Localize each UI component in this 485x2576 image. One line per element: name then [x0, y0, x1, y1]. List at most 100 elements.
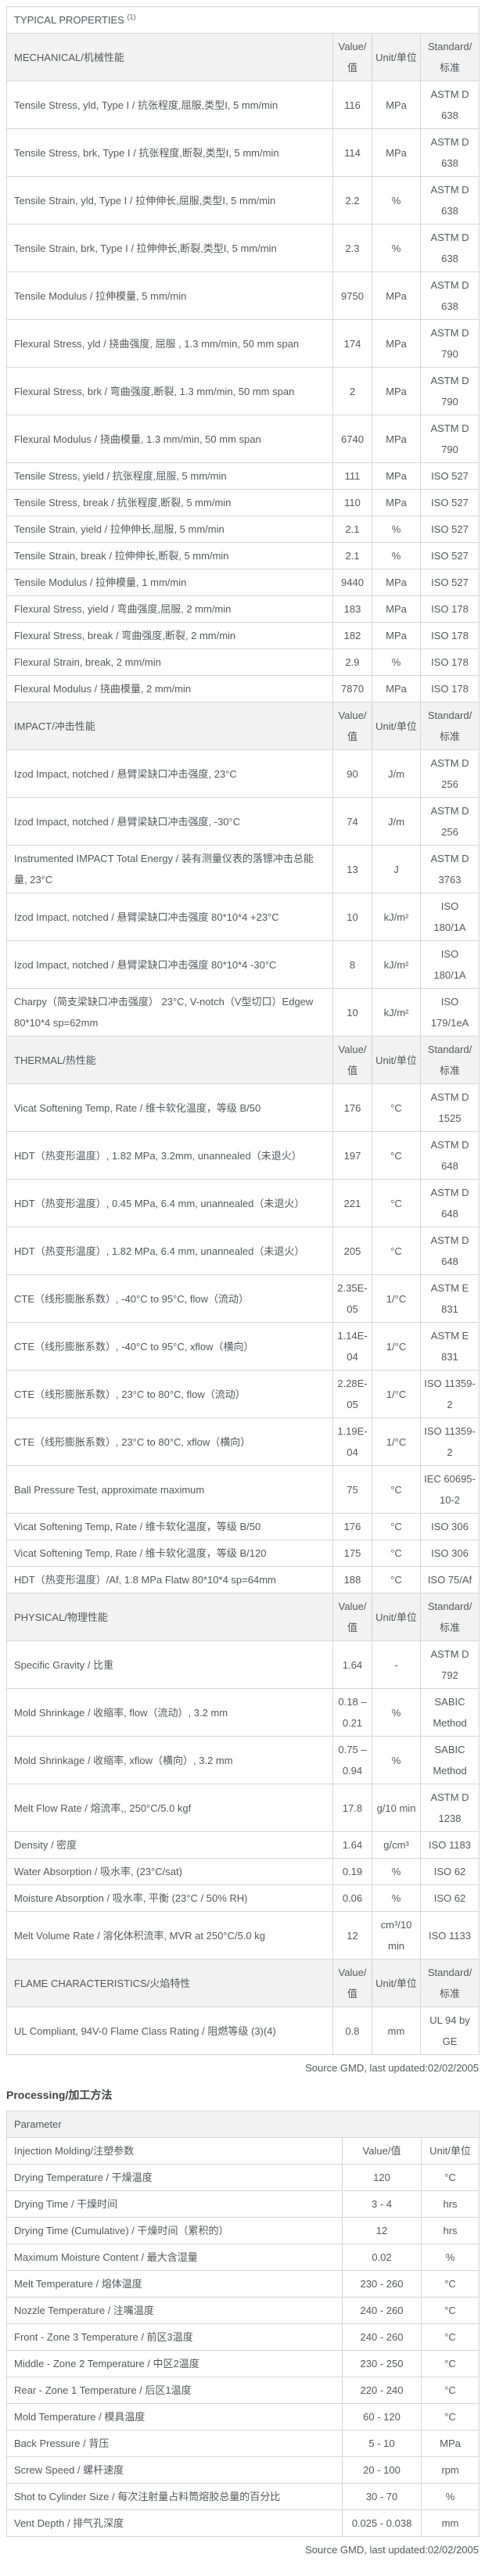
- property-unit: cm³/10 min: [372, 1911, 421, 1960]
- property-name: Vicat Softening Temp, Rate / 维卡软化温度，等级 B…: [6, 1083, 333, 1132]
- property-value: 174: [332, 319, 372, 368]
- property-unit: %: [372, 224, 421, 272]
- property-standard: SABIC Method: [420, 1736, 480, 1784]
- parameter-unit: °C: [420, 2403, 480, 2430]
- property-row: Vicat Softening Temp, Rate / 维卡软化温度，等级 B…: [6, 1083, 480, 1132]
- property-unit: MPa: [372, 81, 421, 129]
- property-value: 2.1: [332, 516, 372, 543]
- parameter-row: Drying Time / 干燥时间 3 - 4 hrs: [6, 2190, 480, 2218]
- property-value: 116: [332, 81, 372, 129]
- parameter-name: Shot to Cylinder Size / 每次注射量占料筒熔胶总量的百分比: [6, 2483, 343, 2510]
- property-name: Tensile Strain, brk, Type I / 拉伸伸长,断裂,类型…: [6, 224, 333, 272]
- property-name: Charpy（简支梁缺口冲击强度） 23°C, V-notch（V型切口）Edg…: [6, 988, 333, 1037]
- property-standard: ASTM D 648: [420, 1227, 480, 1275]
- parameter-name: Maximum Moisture Content / 最大含湿量: [6, 2244, 343, 2271]
- property-value: 7870: [332, 675, 372, 702]
- property-standard: ISO 1133: [420, 1911, 480, 1960]
- property-row: Flexural Stress, yield / 弯曲强度,屈服, 2 mm/m…: [6, 595, 480, 623]
- parameter-row: Mold Temperature / 模具温度 60 - 120 °C: [6, 2403, 480, 2430]
- property-name: CTE（线形膨胀系数）, -40°C to 95°C, flow（流动）: [6, 1274, 333, 1323]
- column-header-value: Value/值: [332, 1959, 372, 2007]
- property-value: 8: [332, 940, 372, 989]
- property-unit: 1/°C: [372, 1370, 421, 1418]
- processing-heading: Processing/加工方法: [6, 2089, 113, 2101]
- property-name: Flexural Strain, break, 2 mm/min: [6, 648, 333, 676]
- property-standard: ASTM D 638: [420, 128, 480, 177]
- parameter-value: 3 - 4: [342, 2190, 422, 2218]
- column-header-value: Value/值: [332, 33, 372, 81]
- column-header-unit: Unit/单位: [372, 33, 421, 81]
- property-value: 0.8: [332, 2007, 372, 2055]
- property-value: 13: [332, 845, 372, 893]
- property-unit: %: [372, 1858, 421, 1885]
- property-value: 176: [332, 1513, 372, 1540]
- property-name: Vicat Softening Temp, Rate / 维卡软化温度，等级 B…: [6, 1539, 333, 1567]
- property-name: Flexural Stress, break / 弯曲强度,断裂, 2 mm/m…: [6, 622, 333, 649]
- parameter-header-row: Parameter: [5, 2111, 480, 2138]
- column-header-standard: Standard/标准: [420, 1036, 480, 1084]
- parameter-name: Nozzle Temperature / 注嘴温度: [6, 2297, 343, 2324]
- property-standard: ASTM D 648: [420, 1131, 480, 1180]
- property-unit: MPa: [372, 622, 421, 649]
- property-unit: %: [372, 1736, 421, 1784]
- parameter-row: Vent Depth / 排气孔深度 0.025 - 0.038 mm: [6, 2510, 480, 2537]
- property-unit: %: [372, 648, 421, 676]
- property-row: Moisture Absorption / 吸水率, 平衡 (23°C / 50…: [6, 1884, 480, 1912]
- property-value: 1.19E-04: [332, 1417, 372, 1466]
- property-unit: MPa: [372, 367, 421, 415]
- property-standard: SABIC Method: [420, 1688, 480, 1737]
- parameter-name: Drying Time (Cumulative) / 干燥时间（累积的）: [6, 2217, 343, 2244]
- property-name: Mold Shrinkage / 收缩率, xflow（横向）, 3.2 mm: [6, 1736, 333, 1784]
- property-name: Melt Volume Rate / 溶化体积流率, MVR at 250°C/…: [6, 1911, 333, 1960]
- property-standard: ASTM D 790: [420, 367, 480, 415]
- property-standard: ISO 75/Af: [420, 1566, 480, 1593]
- property-unit: J/m: [372, 749, 421, 798]
- property-name: Water Absorption / 吸水率, (23°C/sat): [6, 1858, 333, 1885]
- property-name: Tensile Strain, yield / 拉伸伸长,屈服, 5 mm/mi…: [6, 516, 333, 543]
- property-standard: ISO 180/1A: [420, 940, 480, 989]
- parameter-row: Screw Speed / 螺杆速度 20 - 100 rpm: [6, 2456, 480, 2484]
- parameter-unit: °C: [420, 2350, 480, 2377]
- property-name: Moisture Absorption / 吸水率, 平衡 (23°C / 50…: [6, 1884, 333, 1912]
- property-value: 188: [332, 1566, 372, 1593]
- property-value: 0.19: [332, 1858, 372, 1885]
- property-standard: ISO 527: [420, 489, 480, 516]
- property-unit: MPa: [372, 271, 421, 320]
- property-standard: ASTM D 1525: [420, 1083, 480, 1132]
- property-row: Tensile Strain, yld, Type I / 拉伸伸长,屈服,类型…: [6, 176, 480, 225]
- property-name: HDT（热变形温度）, 1.82 MPa, 6.4 mm, unannealed…: [6, 1227, 333, 1275]
- property-standard: ASTM D 256: [420, 797, 480, 846]
- property-unit: MPa: [372, 128, 421, 177]
- typical-properties-table: TYPICAL PROPERTIES (1) MECHANICAL/机械性能 Val…: [6, 6, 480, 2055]
- property-name: Flexural Modulus / 挠曲模量, 1.3 mm/min, 50 …: [6, 415, 333, 463]
- parameter-row: Front - Zone 3 Temperature / 前区3温度 240 - …: [6, 2323, 480, 2351]
- parameter-value: 5 - 10: [342, 2430, 422, 2457]
- section-title: FLAME CHARACTERISTICS/火焰特性: [6, 1959, 333, 2007]
- parameter-value: 0.025 - 0.038: [342, 2510, 422, 2537]
- parameter-unit: hrs: [420, 2190, 480, 2218]
- parameter-unit: °C: [420, 2323, 480, 2351]
- parameter-unit: °C: [420, 2270, 480, 2298]
- property-row: Tensile Strain, yield / 拉伸伸长,屈服, 5 mm/mi…: [6, 516, 480, 543]
- property-unit: MPa: [372, 319, 421, 368]
- property-row: Flexural Stress, yld / 挠曲强度, 屈服 , 1.3 mm…: [6, 319, 480, 368]
- property-standard: UL 94 by GE: [420, 2007, 480, 2055]
- parameter-unit: °C: [420, 2297, 480, 2324]
- parameter-row: Nozzle Temperature / 注嘴温度 240 - 260 °C: [6, 2297, 480, 2324]
- property-row: Charpy（简支梁缺口冲击强度） 23°C, V-notch（V型切口）Edg…: [6, 988, 480, 1037]
- property-unit: MPa: [372, 489, 421, 516]
- property-standard: ASTM D 638: [420, 176, 480, 225]
- property-value: 74: [332, 797, 372, 846]
- property-value: 1.64: [332, 1640, 372, 1689]
- column-header-unit: Unit/单位: [372, 702, 421, 750]
- property-name: CTE（线形膨胀系数）, -40°C to 95°C, xflow（横向）: [6, 1322, 333, 1371]
- property-name: Izod Impact, notched / 悬臂梁缺口冲击强度, -30°C: [6, 797, 333, 846]
- property-standard: ISO 306: [420, 1539, 480, 1567]
- property-unit: °C: [372, 1227, 421, 1275]
- parameter-unit: hrs: [420, 2217, 480, 2244]
- section-title: THERMAL/热性能: [6, 1036, 333, 1084]
- property-value: 9440: [332, 569, 372, 596]
- property-standard: ASTM D 638: [420, 271, 480, 320]
- property-row: Tensile Stress, yld, Type I / 抗张程度,屈服,类型…: [6, 81, 480, 129]
- property-standard: ISO 62: [420, 1884, 480, 1912]
